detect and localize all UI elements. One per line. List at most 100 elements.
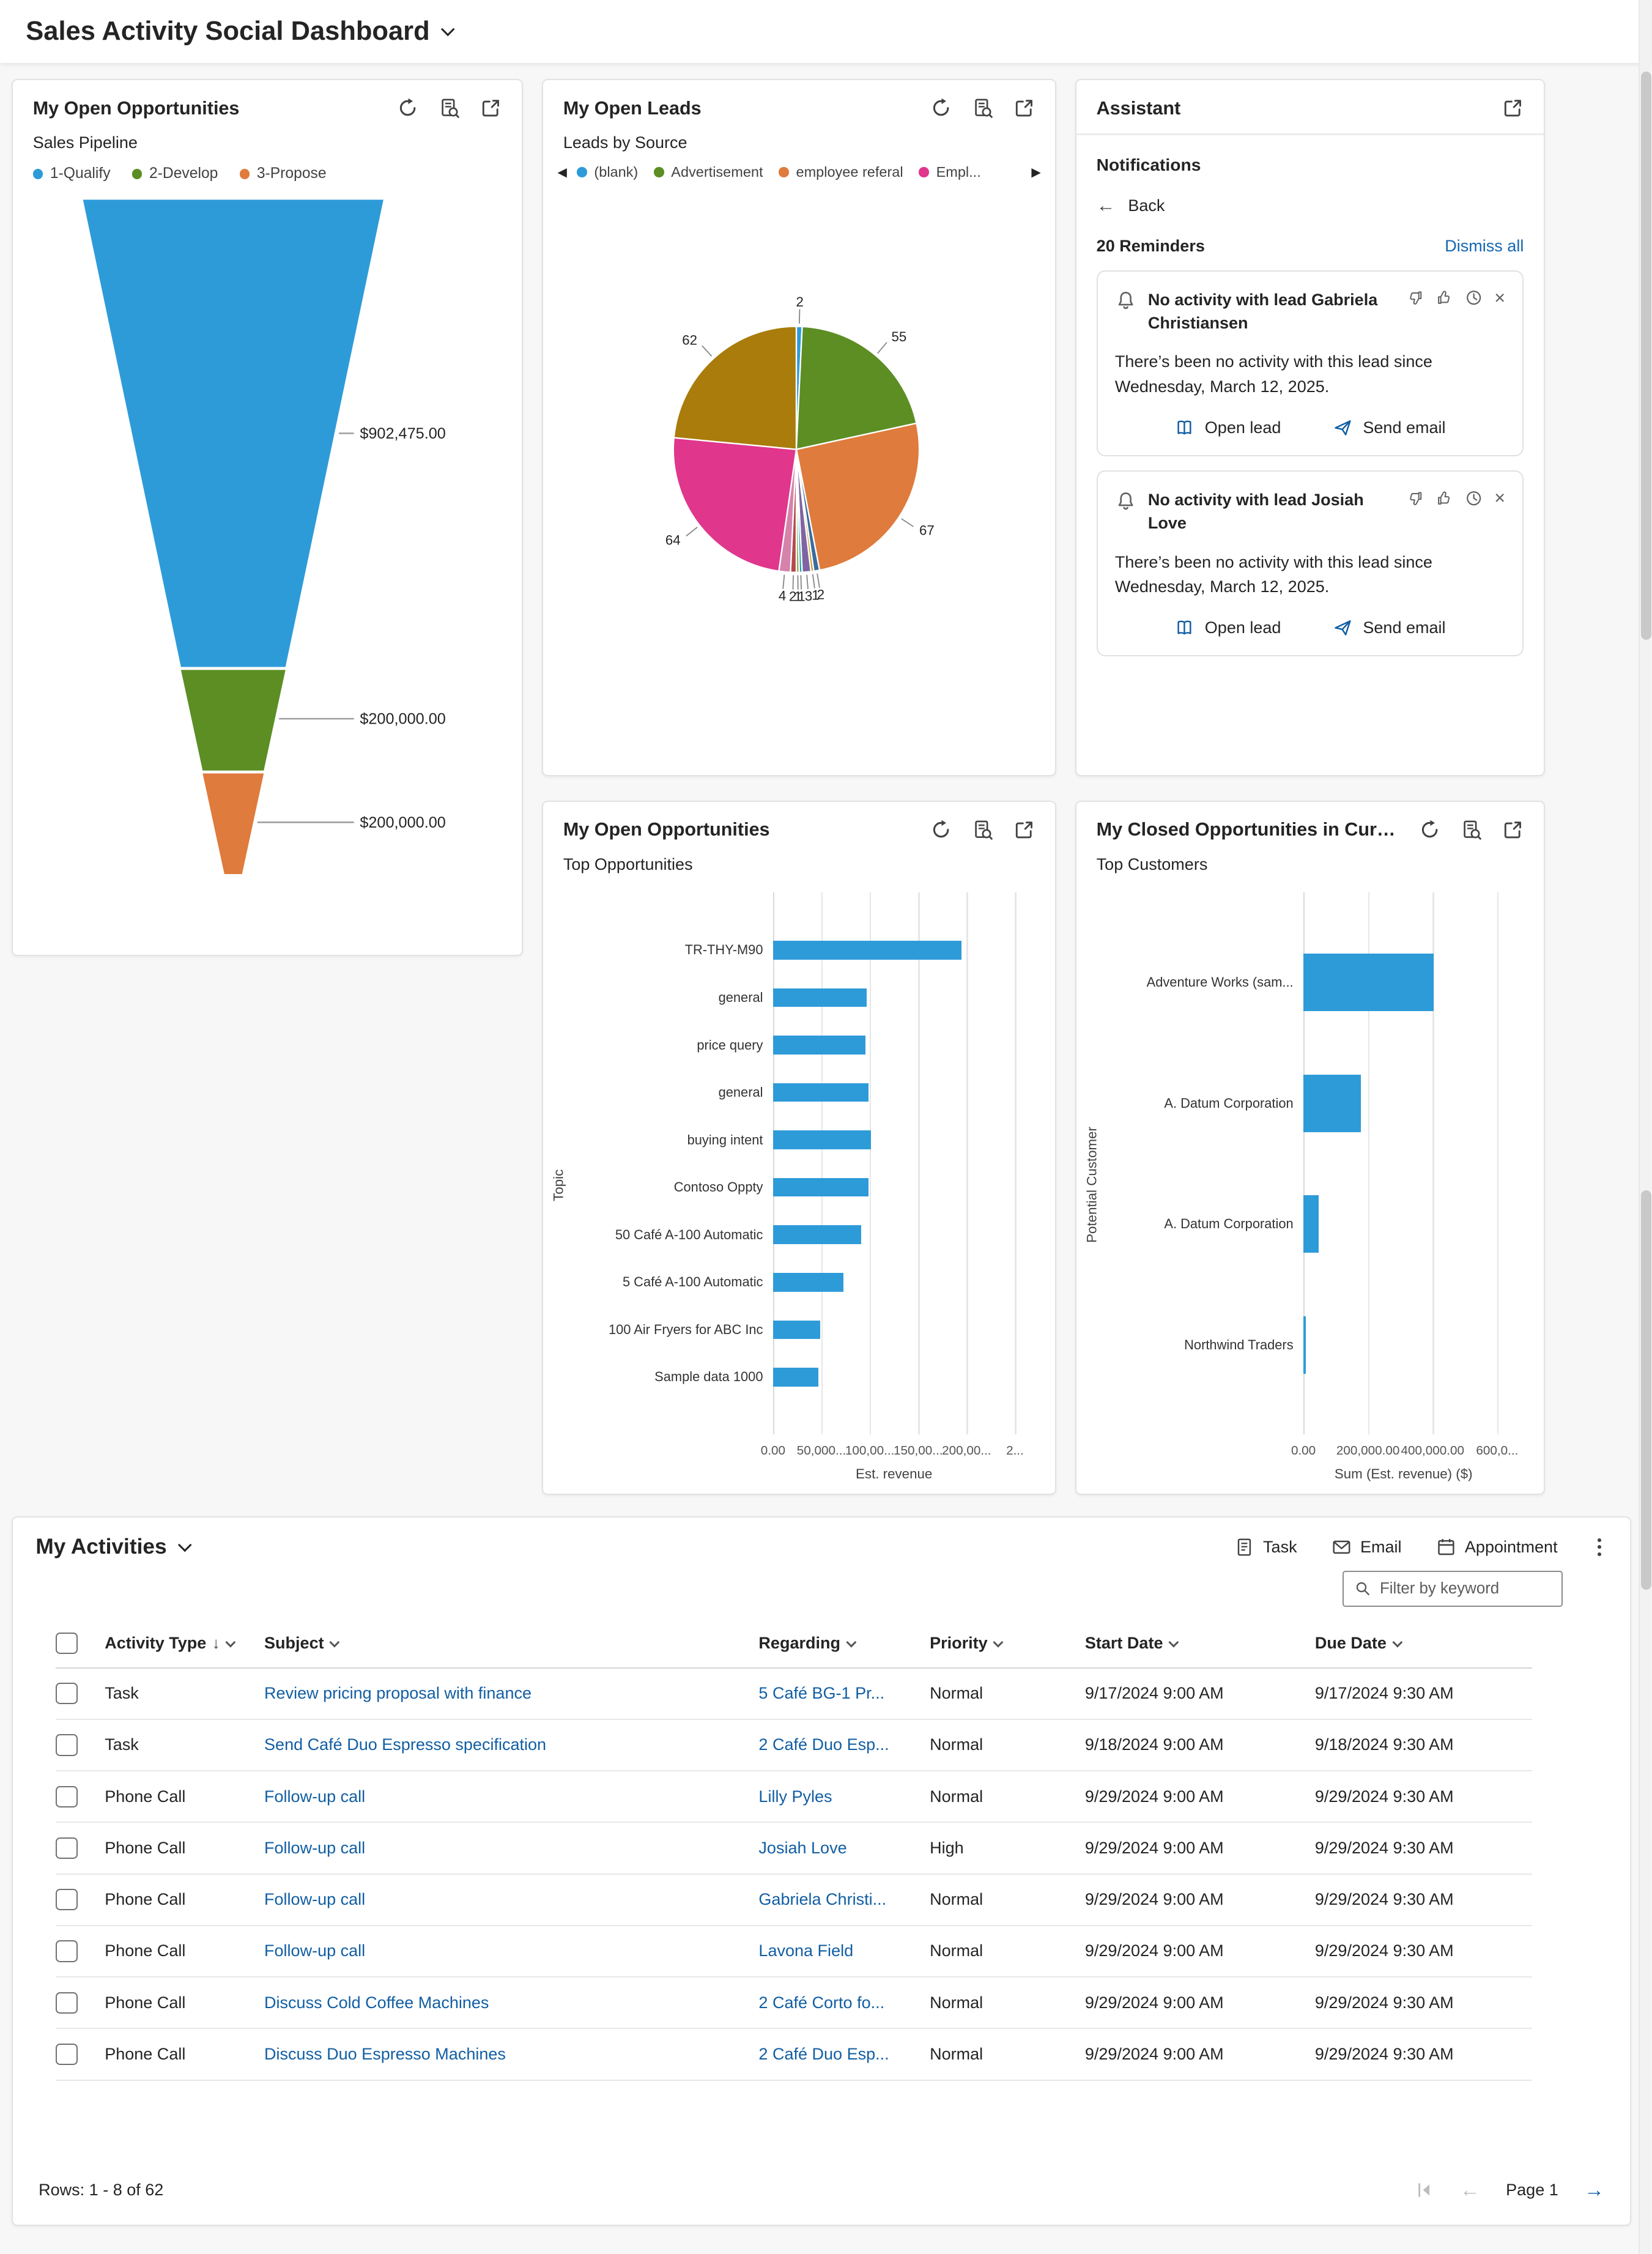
- bar[interactable]: [772, 1273, 844, 1292]
- open-in-new-window-icon[interactable]: [1013, 819, 1035, 840]
- filter-keyword-input[interactable]: [1379, 1580, 1552, 1598]
- new-appointment-button[interactable]: Appointment: [1436, 1537, 1558, 1557]
- column-header-due-date[interactable]: Due Date: [1314, 1620, 1533, 1669]
- regarding-link[interactable]: Lavona Field: [758, 1941, 854, 1960]
- table-row[interactable]: Task Review pricing proposal with finance…: [56, 1667, 1533, 1720]
- column-header-regarding[interactable]: Regarding: [758, 1620, 930, 1669]
- row-checkbox[interactable]: [56, 1940, 78, 1962]
- legend-next-button[interactable]: ▶: [1031, 165, 1041, 179]
- dismiss-icon[interactable]: ×: [1494, 488, 1506, 509]
- column-header-subject[interactable]: Subject: [264, 1620, 759, 1669]
- new-task-button[interactable]: Task: [1234, 1537, 1297, 1557]
- bar[interactable]: [772, 988, 867, 1007]
- subject-link[interactable]: Follow-up call: [264, 1838, 366, 1857]
- grid-title-chevron-icon[interactable]: [177, 1538, 192, 1552]
- feedback-dislike-icon[interactable]: [1406, 489, 1424, 507]
- bar[interactable]: [772, 1177, 869, 1197]
- bar[interactable]: [1303, 1074, 1361, 1132]
- column-header-priority[interactable]: Priority: [930, 1620, 1085, 1669]
- table-row[interactable]: Phone Call Discuss Cold Coffee Machines 2 …: [56, 1977, 1533, 2030]
- view-records-icon[interactable]: [972, 97, 993, 119]
- regarding-link[interactable]: Josiah Love: [758, 1838, 847, 1857]
- row-checkbox[interactable]: [56, 2043, 78, 2066]
- snooze-icon[interactable]: [1465, 289, 1483, 306]
- subject-link[interactable]: Follow-up call: [264, 1890, 366, 1909]
- legend-item[interactable]: Empl...: [919, 164, 981, 180]
- snooze-icon[interactable]: [1465, 489, 1483, 507]
- bar[interactable]: [772, 1130, 872, 1149]
- funnel-segment[interactable]: [181, 670, 286, 771]
- funnel-segment[interactable]: [83, 199, 384, 667]
- more-commands-icon[interactable]: [1592, 1538, 1607, 1557]
- legend-item[interactable]: employee referal: [779, 164, 903, 180]
- back-button[interactable]: ← Back: [1097, 195, 1524, 217]
- subject-link[interactable]: Follow-up call: [264, 1787, 366, 1806]
- legend-item[interactable]: 3-Propose: [239, 165, 327, 182]
- table-row[interactable]: Phone Call Follow-up call Josiah Love High 9…: [56, 1822, 1533, 1875]
- table-row[interactable]: Phone Call Discuss Duo Espresso Machines 2…: [56, 2028, 1533, 2081]
- first-page-icon[interactable]: [1414, 2180, 1434, 2200]
- pie-slice[interactable]: [673, 325, 798, 450]
- funnel-segment[interactable]: [202, 773, 264, 875]
- send-email-button[interactable]: Send email: [1333, 618, 1446, 638]
- row-checkbox[interactable]: [56, 1785, 78, 1807]
- subject-link[interactable]: Discuss Duo Espresso Machines: [264, 2044, 506, 2063]
- dashboard-selector-chevron-icon[interactable]: [440, 22, 455, 37]
- open-lead-button[interactable]: Open lead: [1174, 418, 1281, 438]
- subject-link[interactable]: Send Café Duo Espresso specification: [264, 1735, 547, 1754]
- bar[interactable]: [1303, 1195, 1319, 1253]
- regarding-link[interactable]: 5 Café BG-1 Pr...: [758, 1684, 885, 1703]
- regarding-link[interactable]: 2 Café Duo Esp...: [758, 1735, 889, 1754]
- regarding-link[interactable]: Gabriela Christi...: [758, 1890, 887, 1909]
- row-checkbox[interactable]: [56, 1837, 78, 1859]
- row-checkbox[interactable]: [56, 1992, 78, 2014]
- dismiss-all-link[interactable]: Dismiss all: [1445, 237, 1524, 256]
- bar[interactable]: [772, 1320, 820, 1340]
- dismiss-icon[interactable]: ×: [1494, 287, 1506, 308]
- view-records-icon[interactable]: [1461, 819, 1482, 840]
- pie-slice[interactable]: [672, 437, 798, 573]
- subject-link[interactable]: Discuss Cold Coffee Machines: [264, 1993, 489, 2012]
- view-records-icon[interactable]: [972, 819, 993, 840]
- open-in-new-window-icon[interactable]: [1013, 97, 1035, 119]
- table-row[interactable]: Phone Call Follow-up call Lilly Pyles Norma…: [56, 1771, 1533, 1823]
- legend-item[interactable]: Advertisement: [654, 164, 763, 180]
- view-records-icon[interactable]: [439, 97, 460, 119]
- legend-prev-button[interactable]: ◀: [557, 165, 567, 179]
- open-in-new-window-icon[interactable]: [480, 97, 502, 119]
- column-header-activity-type[interactable]: Activity Type ↓: [105, 1620, 265, 1669]
- row-checkbox[interactable]: [56, 1734, 78, 1756]
- regarding-link[interactable]: 2 Café Duo Esp...: [758, 2044, 889, 2063]
- legend-item[interactable]: 1-Qualify: [32, 165, 111, 182]
- scrollbar-thumb[interactable]: [1641, 72, 1651, 640]
- legend-item[interactable]: (blank): [577, 164, 638, 180]
- send-email-button[interactable]: Send email: [1333, 418, 1446, 438]
- feedback-like-icon[interactable]: [1435, 489, 1453, 507]
- row-checkbox[interactable]: [56, 1889, 78, 1911]
- scrollbar-thumb[interactable]: [1641, 1190, 1651, 1590]
- open-in-new-window-icon[interactable]: [1502, 97, 1524, 119]
- bar[interactable]: [772, 1368, 819, 1387]
- new-email-button[interactable]: Email: [1332, 1537, 1402, 1557]
- row-checkbox[interactable]: [56, 1683, 78, 1705]
- table-row[interactable]: Task Send Café Duo Espresso specification…: [56, 1719, 1533, 1772]
- subject-link[interactable]: Follow-up call: [264, 1941, 366, 1960]
- open-lead-button[interactable]: Open lead: [1174, 618, 1281, 638]
- feedback-like-icon[interactable]: [1435, 289, 1453, 306]
- refresh-icon[interactable]: [1419, 819, 1440, 840]
- legend-item[interactable]: 2-Develop: [131, 165, 218, 182]
- bar[interactable]: [772, 1083, 869, 1102]
- pie-slice[interactable]: [795, 422, 920, 571]
- table-row[interactable]: Phone Call Follow-up call Gabriela Christi…: [56, 1874, 1533, 1926]
- open-in-new-window-icon[interactable]: [1502, 819, 1524, 840]
- feedback-dislike-icon[interactable]: [1406, 289, 1424, 306]
- column-header-start-date[interactable]: Start Date: [1084, 1620, 1315, 1669]
- bar[interactable]: [772, 1225, 861, 1245]
- table-row[interactable]: Phone Call Follow-up call Lavona Field Norm…: [56, 1925, 1533, 1978]
- refresh-icon[interactable]: [930, 97, 952, 119]
- page-scrollbar[interactable]: [1639, 0, 1652, 2254]
- bar[interactable]: [1303, 954, 1434, 1012]
- refresh-icon[interactable]: [397, 97, 418, 119]
- previous-page-icon[interactable]: ←: [1459, 2178, 1480, 2201]
- next-page-icon[interactable]: →: [1584, 2178, 1604, 2201]
